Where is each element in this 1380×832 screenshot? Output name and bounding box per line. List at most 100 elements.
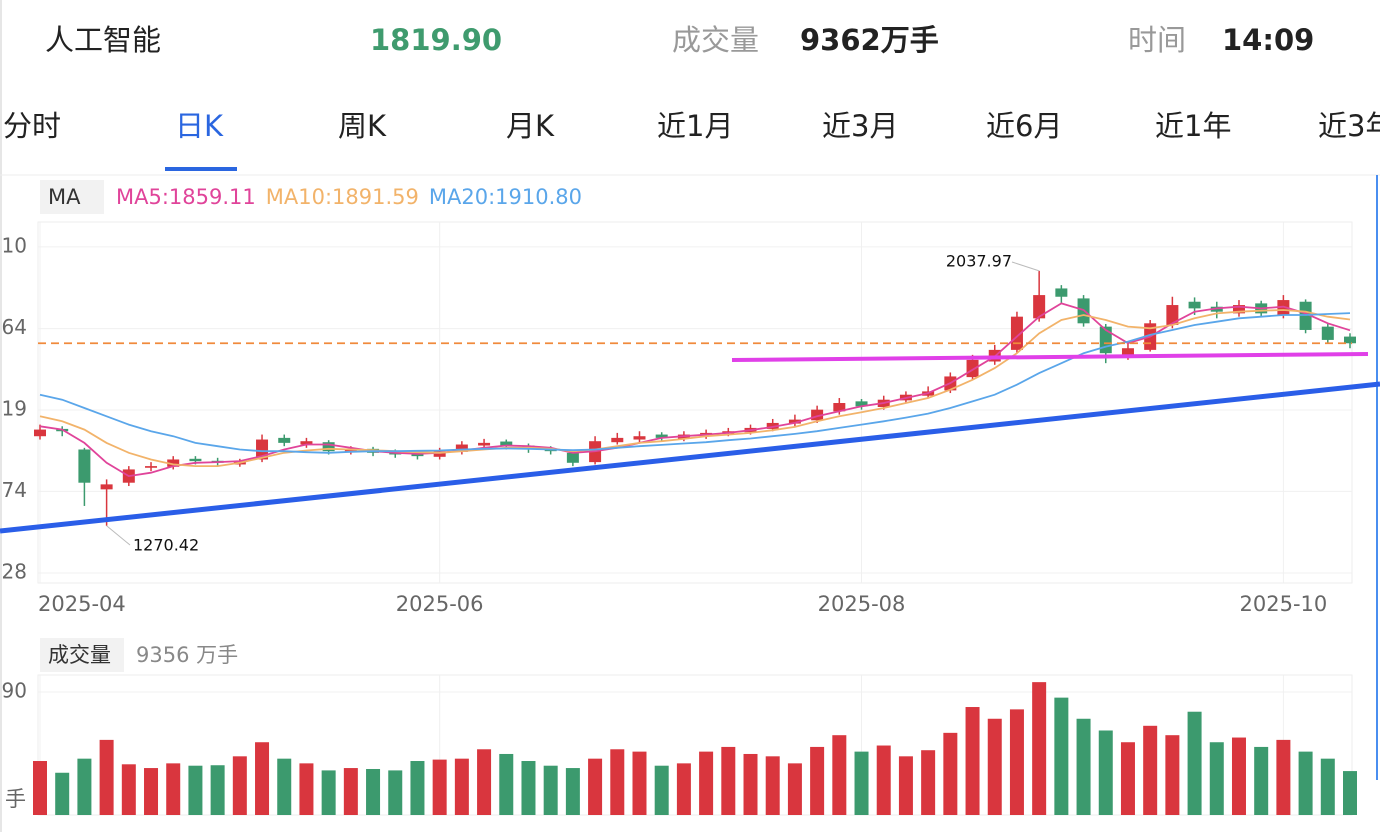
volume-bar xyxy=(943,732,958,815)
volume-bar xyxy=(1254,746,1269,815)
candle-body xyxy=(611,437,624,443)
volume-bar xyxy=(1298,751,1313,815)
volume-bar xyxy=(299,763,314,815)
leader-line xyxy=(1011,261,1040,272)
volume-bar xyxy=(144,768,159,815)
volume-bar xyxy=(410,761,425,815)
plot-frame xyxy=(37,221,1353,584)
volume-bar xyxy=(699,751,714,815)
candle-body xyxy=(633,436,646,440)
tab-underline xyxy=(165,167,237,171)
tab[interactable]: 周K xyxy=(338,109,387,143)
volume-bar xyxy=(543,765,558,815)
volume-bar xyxy=(1032,682,1047,815)
candle-body xyxy=(344,449,357,453)
tab[interactable]: 月K xyxy=(506,109,555,143)
volume-current: 9356 万手 xyxy=(136,643,238,667)
candle-body xyxy=(1010,316,1023,350)
volume-bar xyxy=(188,765,203,815)
legend-entry: MA5:1859.11 xyxy=(116,185,256,209)
ma-line xyxy=(39,309,1351,467)
volume-bar xyxy=(477,749,492,815)
volume-bar xyxy=(1054,697,1069,815)
marks xyxy=(33,270,1357,815)
volume-bar xyxy=(33,761,47,815)
volume-bar xyxy=(654,765,669,815)
volume-bar xyxy=(1120,742,1135,815)
x-tick-label: 2025-10 xyxy=(1240,592,1328,616)
candle-body xyxy=(766,422,779,429)
candle-body xyxy=(966,359,979,378)
x-tick-label: 2025-08 xyxy=(818,592,906,616)
y-tick-label: 10 xyxy=(2,233,27,257)
annotations: 2037.97 1270.42 xyxy=(106,252,1040,555)
candle-body xyxy=(78,449,91,483)
tab-bar: 分时 日K 周K 月K 近1月 近3月 近6月 近1年 近3年 xyxy=(3,109,1380,143)
y-tick-label: 19 xyxy=(2,396,27,420)
tab[interactable]: 近1月 xyxy=(657,109,733,143)
candle-body xyxy=(478,442,491,446)
volume-bar xyxy=(1143,725,1158,815)
volume-bar xyxy=(854,751,869,815)
volume-bar xyxy=(232,756,247,815)
ma-line xyxy=(39,312,1351,454)
tab[interactable]: 近1年 xyxy=(1155,109,1231,143)
x-tick-label: 2025-06 xyxy=(396,592,484,616)
volume-bar xyxy=(277,758,292,815)
volume-unit: 手 xyxy=(5,787,26,811)
candle-body xyxy=(278,437,291,443)
tab[interactable]: 分时 xyxy=(3,109,61,143)
tab[interactable]: 近3月 xyxy=(822,109,898,143)
candle-body xyxy=(433,451,446,457)
volume-frame xyxy=(37,674,1353,816)
candle-body xyxy=(300,441,313,445)
high-annotation: 2037.97 xyxy=(946,252,1012,271)
tab[interactable]: 近3年 xyxy=(1318,109,1380,143)
legend-entry: MA20:1910.80 xyxy=(429,185,582,209)
volume-bar xyxy=(898,756,913,815)
volume-bar xyxy=(1165,735,1180,815)
volume-bar xyxy=(787,763,802,815)
candle-body xyxy=(34,429,46,437)
volume-bar xyxy=(321,770,336,815)
x-tick-label: 2025-04 xyxy=(38,592,126,616)
volume-bar xyxy=(810,746,825,815)
time-value: 14:09 xyxy=(1222,23,1314,57)
volume-bar xyxy=(632,751,647,815)
candle-body xyxy=(455,444,468,452)
volume-bar xyxy=(432,759,447,815)
candle-body xyxy=(855,401,868,407)
ma-line xyxy=(39,302,1351,478)
candle-body xyxy=(1321,326,1334,340)
tab[interactable]: 近6月 xyxy=(986,109,1062,143)
volume-bar xyxy=(499,753,514,815)
stock-name: 人工智能 xyxy=(45,23,161,57)
volume-badge xyxy=(40,638,124,672)
candle-body xyxy=(145,466,158,468)
volume-bar xyxy=(1009,709,1024,815)
trend-line xyxy=(0,381,1380,534)
leader-line xyxy=(106,525,131,546)
volume-bar xyxy=(676,763,691,815)
candle-body xyxy=(655,434,668,438)
y-tick-label: 64 xyxy=(2,315,27,339)
volume-bar xyxy=(255,742,270,815)
volume-bar xyxy=(721,746,736,815)
candle-body xyxy=(189,458,202,462)
volume-bar xyxy=(1187,711,1202,815)
candle-body xyxy=(167,459,180,467)
volume-bar xyxy=(1076,718,1091,815)
volume-label: 成交量 xyxy=(672,23,759,57)
volume-bar xyxy=(743,753,758,815)
legend-entry: MA10:1891.59 xyxy=(266,185,419,209)
tab[interactable]: 日K xyxy=(175,109,224,143)
volume-bar xyxy=(765,756,780,815)
volume-bar xyxy=(565,768,580,815)
candle-body xyxy=(322,442,335,452)
candle-body xyxy=(566,452,579,463)
volume-bar xyxy=(388,770,403,815)
time-label: 时间 xyxy=(1128,23,1186,57)
volume-bar xyxy=(876,745,891,815)
